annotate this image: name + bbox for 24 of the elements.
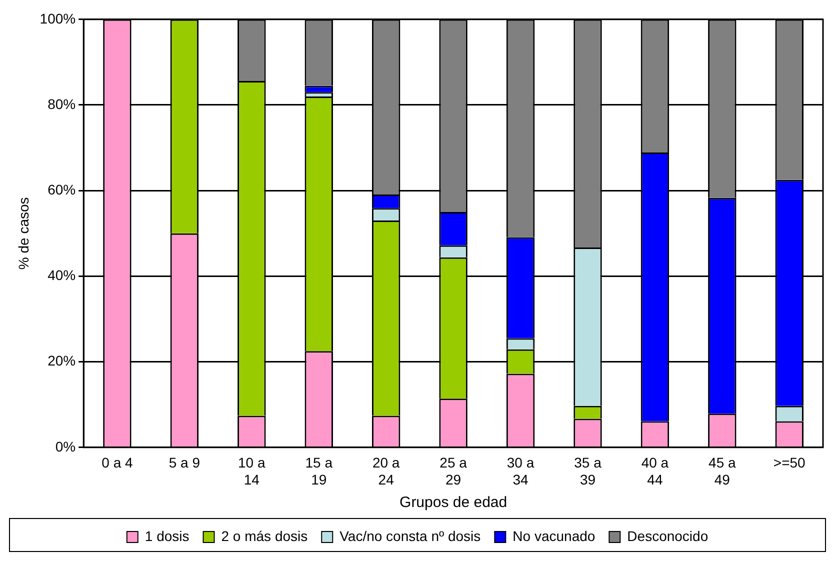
x-tick-label: 30 a 34 — [506, 454, 534, 488]
x-tick-label: 20 a 24 — [372, 454, 400, 488]
x-tick-label: 5 a 9 — [168, 454, 200, 471]
y-tick-label: 40% — [48, 267, 76, 284]
y-axis-title: % de casos — [15, 197, 32, 270]
legend-label: Desconocido — [627, 528, 708, 544]
x-axis-title: Grupos de edad — [400, 494, 508, 512]
y-tick-label: 60% — [48, 181, 76, 198]
x-tick-label: 0 a 4 — [102, 454, 133, 471]
x-tick-label: 35 a 39 — [574, 454, 602, 488]
x-tick-label: >=50 — [773, 454, 806, 471]
x-tick-label: 15 a 19 — [305, 454, 333, 488]
y-tick-label: 80% — [48, 96, 76, 112]
legend-label: Vac/no consta nº dosis — [340, 528, 481, 544]
x-tick-label: 45 a 49 — [708, 454, 736, 488]
y-tick-label: 100% — [40, 10, 76, 26]
x-tick-label: 10 a 14 — [238, 454, 266, 488]
y-tick-label: 20% — [48, 352, 76, 369]
x-tick-label: 40 a 44 — [641, 454, 669, 488]
legend-label: 2 o más dosis — [221, 528, 308, 544]
x-tick-label: 25 a 29 — [440, 454, 468, 488]
legend-label: 1 dosis — [144, 528, 190, 544]
legend-label: No vacunado — [512, 528, 596, 544]
y-tick-label: 0% — [55, 438, 76, 454]
